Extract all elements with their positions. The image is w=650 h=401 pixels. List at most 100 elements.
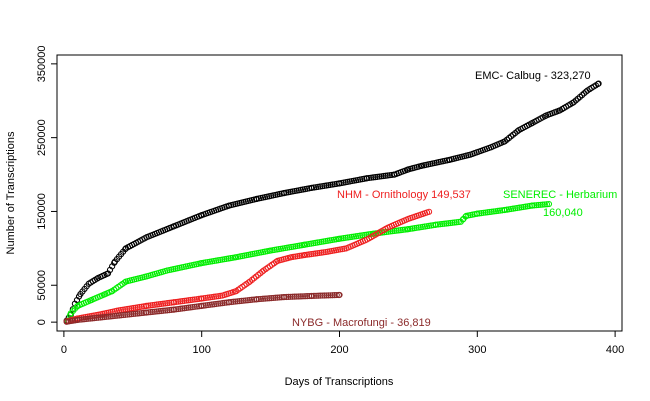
data-point xyxy=(297,293,305,300)
data-point xyxy=(219,300,226,307)
annotation-senerec-line2: 160,040 xyxy=(543,207,583,219)
data-point xyxy=(380,172,387,180)
data-point xyxy=(453,219,460,226)
data-point xyxy=(246,296,254,304)
data-point xyxy=(93,314,100,322)
data-point xyxy=(157,307,165,315)
data-point xyxy=(208,293,216,301)
data-point xyxy=(101,313,108,321)
data-point xyxy=(537,201,544,208)
data-point xyxy=(206,301,214,308)
data-point xyxy=(293,293,300,300)
data-point xyxy=(191,296,198,303)
data-point xyxy=(244,297,251,304)
data-point xyxy=(164,300,171,307)
data-point xyxy=(366,174,373,182)
data-point xyxy=(183,304,190,312)
data-point xyxy=(153,301,161,308)
data-point xyxy=(268,295,275,302)
data-point xyxy=(374,173,381,180)
data-point xyxy=(155,301,163,308)
data-point xyxy=(185,297,192,304)
data-point xyxy=(189,296,196,303)
data-point xyxy=(447,219,454,227)
data-point xyxy=(382,172,389,179)
data-point xyxy=(281,293,288,301)
data-point xyxy=(539,201,546,208)
data-point xyxy=(372,174,379,181)
data-point xyxy=(482,209,489,216)
data-point xyxy=(478,210,485,217)
data-point xyxy=(363,175,371,182)
data-point xyxy=(147,309,154,316)
data-point xyxy=(113,312,121,319)
data-point xyxy=(217,292,224,299)
data-point xyxy=(200,302,207,309)
data-point xyxy=(230,298,237,305)
data-point xyxy=(533,202,540,209)
series-emc-calbug xyxy=(63,80,602,324)
data-point xyxy=(253,296,260,303)
data-point xyxy=(480,209,487,216)
data-point xyxy=(327,292,334,299)
data-point xyxy=(120,311,127,319)
data-point xyxy=(105,313,112,320)
x-tick-label: 200 xyxy=(330,344,348,356)
data-point xyxy=(187,304,194,311)
x-axis-title: Days of Transcriptions xyxy=(285,376,394,388)
data-point xyxy=(529,202,536,209)
data-point xyxy=(86,315,94,322)
data-point xyxy=(185,304,192,311)
data-point xyxy=(310,292,318,299)
data-point xyxy=(145,302,152,309)
data-point xyxy=(99,314,106,321)
data-point xyxy=(121,279,128,286)
data-point xyxy=(395,227,402,234)
data-point xyxy=(89,315,96,322)
data-point xyxy=(236,298,243,305)
data-point xyxy=(391,227,398,235)
data-point xyxy=(143,309,150,316)
data-point xyxy=(272,294,279,301)
data-point xyxy=(189,304,196,311)
series-nhm-ornithology xyxy=(63,208,433,325)
data-point xyxy=(173,306,180,313)
data-point xyxy=(153,308,161,315)
data-point xyxy=(255,296,262,303)
data-point xyxy=(177,298,184,305)
data-point xyxy=(445,220,452,227)
data-point xyxy=(378,173,385,180)
data-point xyxy=(208,301,216,308)
data-point xyxy=(531,202,538,209)
x-tick-label: 100 xyxy=(193,344,211,356)
x-tick-label: 0 xyxy=(61,344,67,356)
data-point xyxy=(285,293,292,300)
data-point xyxy=(115,312,123,319)
data-point xyxy=(494,207,502,214)
data-point xyxy=(257,295,265,303)
y-tick-label: 350000 xyxy=(36,45,48,82)
data-point xyxy=(226,299,233,306)
data-point xyxy=(179,305,186,312)
data-point xyxy=(320,249,327,256)
data-point xyxy=(136,310,143,317)
data-point xyxy=(295,293,302,300)
data-point xyxy=(270,294,277,302)
data-point xyxy=(370,174,377,181)
data-point xyxy=(384,172,391,179)
data-point xyxy=(321,292,328,299)
data-point xyxy=(198,302,205,310)
data-point xyxy=(273,258,280,265)
data-point xyxy=(103,313,110,320)
data-point xyxy=(301,293,309,300)
data-point xyxy=(329,292,336,299)
data-point xyxy=(434,221,442,228)
data-point xyxy=(439,220,446,228)
data-point xyxy=(240,297,247,304)
data-point xyxy=(238,297,245,304)
data-point xyxy=(545,200,553,208)
data-point xyxy=(145,309,152,316)
data-point xyxy=(132,310,139,317)
data-point xyxy=(191,303,198,310)
